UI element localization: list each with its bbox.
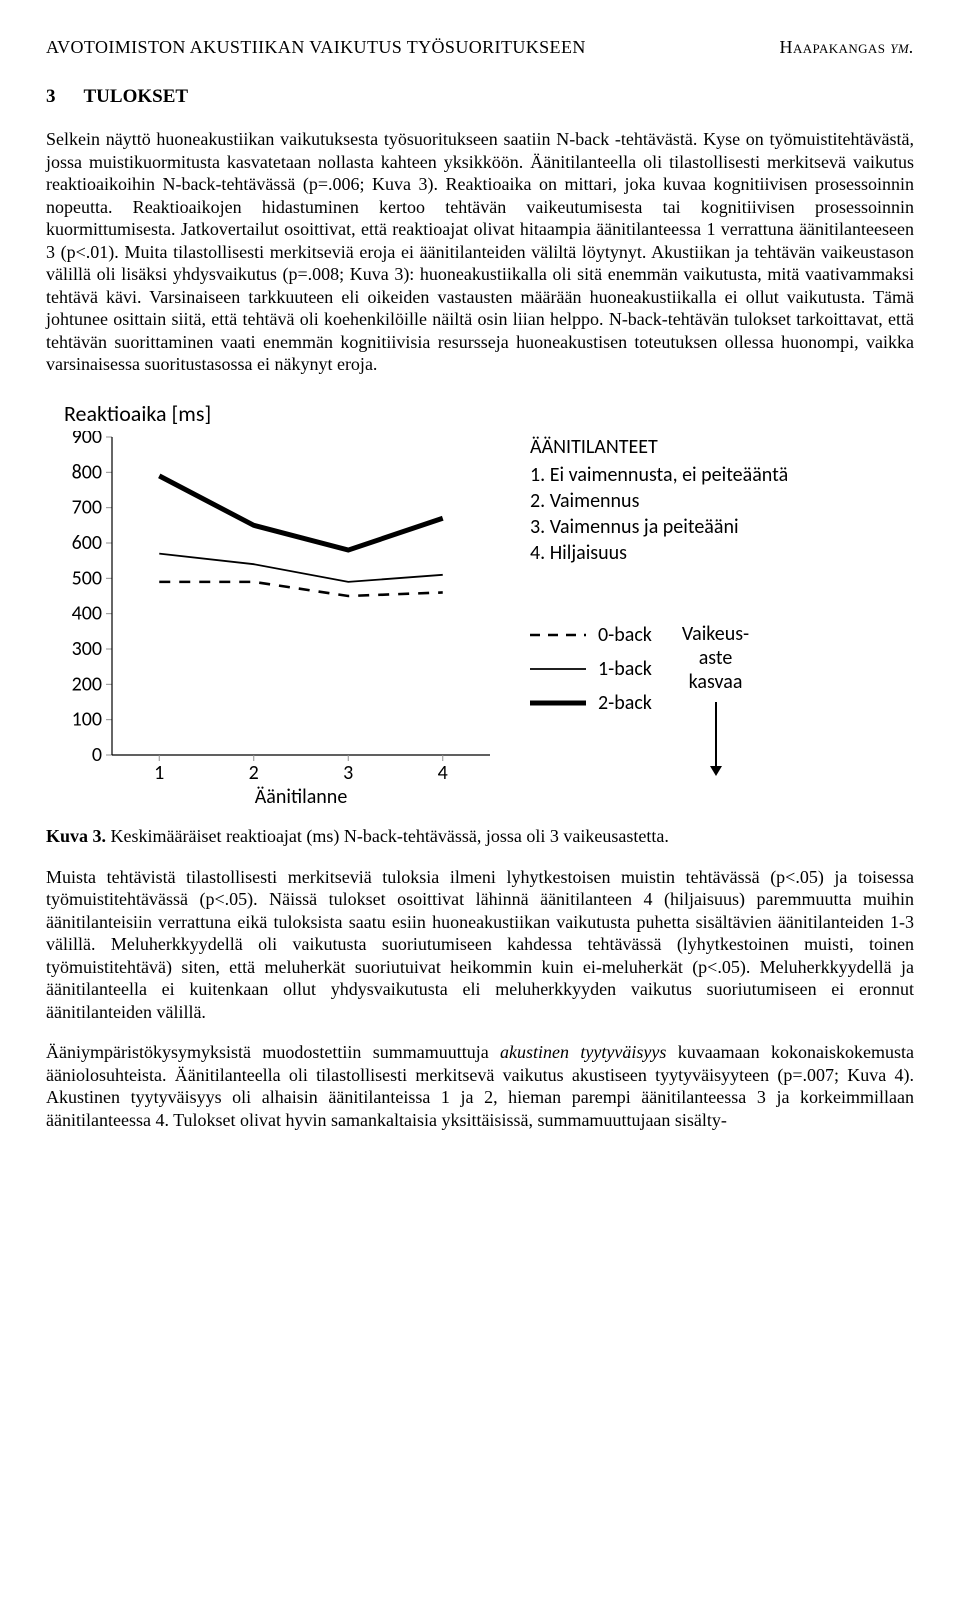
svg-text:2: 2 — [249, 761, 259, 785]
svg-text:400: 400 — [72, 602, 102, 626]
series-legend-items: 0-back 1-back 2-back — [530, 622, 652, 724]
svg-text:800: 800 — [72, 461, 102, 485]
section-number: 3 — [46, 85, 56, 109]
svg-text:3: 3 — [343, 761, 353, 785]
paragraph-results-2: Muista tehtävistä tilastollisesti merkit… — [46, 866, 914, 1024]
legend-2back: 2-back — [530, 690, 652, 716]
swatch-0back — [530, 627, 586, 643]
svg-text:300: 300 — [72, 637, 102, 661]
condition-4: 4. Hiljaisuus — [530, 540, 788, 566]
conditions-title: ÄÄNITILANTEET — [530, 434, 788, 460]
runhead-right: Haapakangas ym. — [780, 36, 914, 59]
svg-text:100: 100 — [72, 708, 102, 732]
swatch-2back — [530, 695, 586, 711]
paragraph-results-1: Selkein näyttö huoneakustiikan vaikutuks… — [46, 128, 914, 376]
svg-text:200: 200 — [72, 673, 102, 697]
section-title: TULOKSET — [84, 85, 189, 109]
condition-2: 2. Vaimennus — [530, 488, 788, 514]
legend-1back: 1-back — [530, 656, 652, 682]
svg-text:0: 0 — [92, 743, 102, 767]
svg-text:1: 1 — [154, 761, 164, 785]
arrow-down-icon — [715, 702, 717, 768]
chart-svg: 0 100 200 300 400 500 600 700 800 900 1 2 3 4 Äänitila… — [60, 431, 500, 811]
running-header: AVOTOIMISTON AKUSTIIKAN VAIKUTUS TYÖSUOR… — [46, 36, 914, 59]
svg-text:700: 700 — [72, 496, 102, 520]
reaction-time-chart: Reaktioaika [ms] 0 100 200 300 400 500 600 700 8… — [60, 400, 520, 812]
chart-title: Reaktioaika [ms] — [64, 400, 520, 428]
section-heading: 3 TULOKSET — [46, 85, 914, 109]
series-legend: 0-back 1-back 2-back Vaikeus- aste — [530, 622, 788, 768]
chart-legend-block: ÄÄNITILANTEET 1. Ei vaimennusta, ei peit… — [530, 434, 788, 768]
swatch-1back — [530, 661, 586, 677]
runhead-left: AVOTOIMISTON AKUSTIIKAN VAIKUTUS TYÖSUOR… — [46, 36, 586, 59]
difficulty-arrow: Vaikeus- aste kasvaa — [682, 622, 749, 768]
condition-1: 1. Ei vaimennusta, ei peiteääntä — [530, 462, 788, 488]
svg-text:900: 900 — [72, 431, 102, 449]
svg-text:600: 600 — [72, 531, 102, 555]
figure-3: Reaktioaika [ms] 0 100 200 300 400 500 600 700 8… — [60, 400, 914, 812]
svg-text:500: 500 — [72, 567, 102, 591]
paragraph-results-3: Ääniympäristökysymyksistä muodostettiin … — [46, 1041, 914, 1131]
figure-3-caption: Kuva 3. Keskimääräiset reaktioajat (ms) … — [46, 825, 914, 848]
svg-text:Äänitilanne: Äänitilanne — [255, 785, 348, 809]
condition-3: 3. Vaimennus ja peiteääni — [530, 514, 788, 540]
legend-0back: 0-back — [530, 622, 652, 648]
svg-text:4: 4 — [438, 761, 448, 785]
